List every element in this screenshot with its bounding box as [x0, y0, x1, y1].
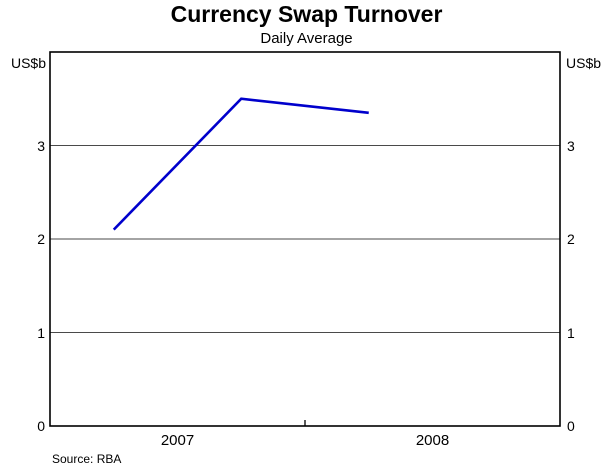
y-tick-label-left: 1: [37, 324, 45, 341]
y-tick-label-right: 1: [567, 324, 575, 341]
y-tick-label-right: 2: [567, 231, 575, 247]
y-axis-unit-right: US$b: [566, 55, 602, 71]
y-tick-label-right: 0: [567, 418, 575, 434]
x-axis-year-label: 2008: [415, 432, 450, 449]
chart-subtitle: Daily Average: [260, 30, 353, 47]
y-tick-label-right: 3: [567, 137, 575, 154]
x-axis-year-label: 2007: [160, 432, 195, 449]
y-tick-label-left: 3: [37, 137, 45, 154]
chart-title: Currency Swap Turnover: [170, 1, 443, 27]
y-tick-label-left: 0: [37, 418, 45, 434]
series-line: [112, 97, 369, 231]
y-tick-label-left: 2: [37, 231, 45, 247]
source-note: Source: RBA: [52, 452, 122, 466]
y-axis-unit-left: US$b: [10, 55, 46, 71]
